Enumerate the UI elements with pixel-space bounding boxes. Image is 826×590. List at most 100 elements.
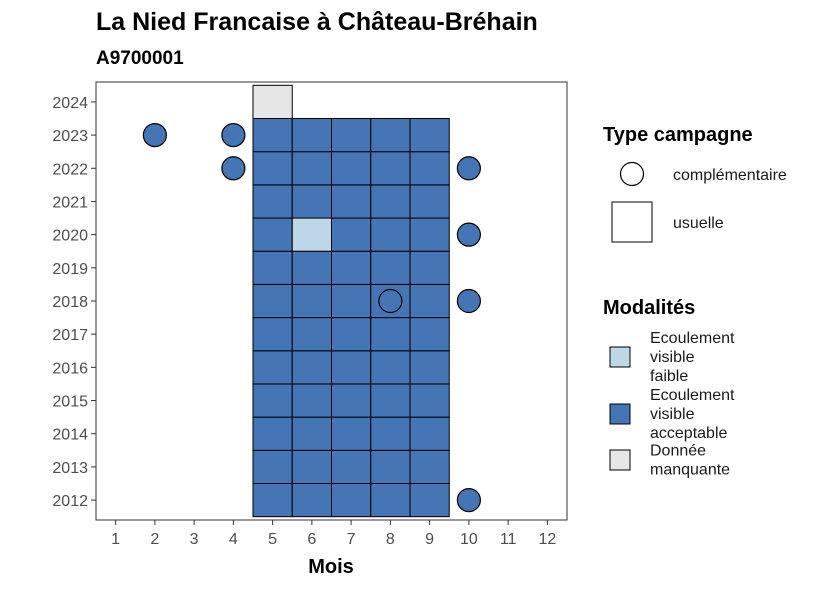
legend-type-label-0: complémentaire [673, 167, 787, 184]
tile-2014-7 [331, 416, 372, 451]
tile-2019-7 [331, 250, 372, 285]
legend-modalites: Modalités Ecoulement visible faibleEcoulem… [603, 297, 735, 479]
x-tick-label-12: 12 [538, 531, 556, 548]
legend-modalite-label-manquante: Donnée manquante [650, 443, 730, 479]
x-tick-label-6: 6 [307, 531, 316, 548]
y-tick-label-2021: 2021 [52, 194, 88, 211]
usuelle-tiles [252, 84, 450, 518]
tile-2016-5 [252, 350, 293, 385]
legend-key-circle [619, 161, 645, 187]
point-2022-4 [221, 156, 246, 181]
tile-2018-5 [252, 283, 293, 319]
y-tick-label-2022: 2022 [52, 161, 88, 178]
tile-2021-5 [252, 184, 293, 219]
x-tick-label-8: 8 [386, 531, 395, 548]
legend-type-title: Type campagne [603, 124, 753, 146]
tile-2022-9 [409, 151, 450, 186]
legend-key-manquante [609, 449, 631, 471]
tile-2023-6 [291, 118, 332, 153]
tile-2020-7 [331, 217, 372, 252]
tile-2013-8 [370, 449, 411, 484]
tile-2012-6 [291, 483, 332, 518]
point-2018-10 [456, 288, 481, 314]
tile-2013-9 [409, 449, 450, 484]
tile-2018-6 [291, 283, 332, 319]
x-tick-label-4: 4 [229, 531, 238, 548]
y-tick-label-2016: 2016 [52, 360, 88, 377]
tile-2014-6 [291, 416, 332, 451]
tile-2017-8 [370, 317, 411, 352]
tile-2012-8 [370, 483, 411, 518]
tile-2022-6 [291, 151, 332, 186]
tile-2023-7 [331, 118, 372, 153]
legend-key-faible [609, 346, 631, 368]
point-2022-10 [456, 156, 481, 181]
tile-2021-8 [370, 184, 411, 219]
x-tick-label-7: 7 [347, 531, 356, 548]
x-tick-label-1: 1 [111, 531, 120, 548]
tile-2017-9 [409, 317, 450, 352]
x-axis-title: Mois [308, 556, 354, 578]
chart-title: La Nied Francaise à Château-Bréhain [96, 8, 538, 36]
legend-key-acceptable [609, 403, 631, 425]
tile-2016-6 [291, 350, 332, 385]
tile-2014-8 [370, 416, 411, 451]
y-axis: 2012 2013 2014 2015 2016 2017 2018 2019 2020 2021… [52, 95, 96, 510]
point-2018-8 [378, 288, 403, 314]
tile-2013-7 [331, 449, 372, 484]
tile-2019-6 [291, 250, 332, 285]
point-2020-10 [456, 222, 481, 247]
x-tick-label-10: 10 [460, 531, 478, 548]
tile-2012-7 [331, 483, 372, 518]
tile-2014-9 [409, 416, 450, 451]
tile-2017-6 [291, 317, 332, 352]
y-tick-label-2018: 2018 [52, 294, 88, 311]
tile-2020-8 [370, 217, 411, 252]
tile-2022-7 [331, 151, 372, 186]
tile-2019-8 [370, 250, 411, 285]
y-tick-label-2014: 2014 [52, 427, 88, 444]
tile-2022-5 [252, 151, 293, 186]
tile-2015-7 [331, 383, 372, 418]
legend-type-campagne: Type campagne complémentaire usuelle [603, 124, 787, 243]
complementaire-points [142, 122, 481, 513]
tile-2020-5 [252, 217, 293, 252]
x-tick-label-3: 3 [190, 531, 199, 548]
tile-2015-8 [370, 383, 411, 418]
point-2012-10 [456, 487, 481, 513]
tile-2023-9 [409, 118, 450, 153]
x-axis: 1 2 3 4 5 6 7 8 9 10 11 12 [111, 520, 556, 548]
tile-2023-8 [370, 118, 411, 153]
x-tick-label-5: 5 [268, 531, 277, 548]
y-tick-label-2019: 2019 [52, 261, 88, 278]
tile-2016-7 [331, 350, 372, 385]
y-tick-label-2013: 2013 [52, 460, 88, 477]
tile-2024-5 [252, 84, 293, 120]
tile-2019-9 [409, 250, 450, 285]
tile-2016-8 [370, 350, 411, 385]
tile-2021-9 [409, 184, 450, 219]
tile-2020-6 [291, 217, 332, 252]
tile-2022-8 [370, 151, 411, 186]
y-tick-label-2017: 2017 [52, 327, 88, 344]
tile-2017-7 [331, 317, 372, 352]
y-tick-label-2012: 2012 [52, 493, 88, 510]
tile-2018-9 [409, 283, 450, 319]
tile-2015-6 [291, 383, 332, 418]
x-tick-label-9: 9 [425, 531, 434, 548]
chart-subtitle: A9700001 [96, 48, 184, 69]
tile-2015-9 [409, 383, 450, 418]
tile-2023-5 [252, 118, 293, 153]
y-tick-label-2015: 2015 [52, 394, 88, 411]
tile-2014-5 [252, 416, 293, 451]
tile-2019-5 [252, 250, 293, 285]
tile-2018-7 [331, 283, 372, 319]
tile-2015-5 [252, 383, 293, 418]
legend-modalite-label-faible: Ecoulement visible faible [650, 330, 735, 385]
tile-2021-7 [331, 184, 372, 219]
tile-2013-6 [291, 449, 332, 484]
tile-2020-9 [409, 217, 450, 252]
tile-2016-9 [409, 350, 450, 385]
legend-modalite-label-acceptable: Ecoulement visible acceptable [650, 387, 735, 442]
